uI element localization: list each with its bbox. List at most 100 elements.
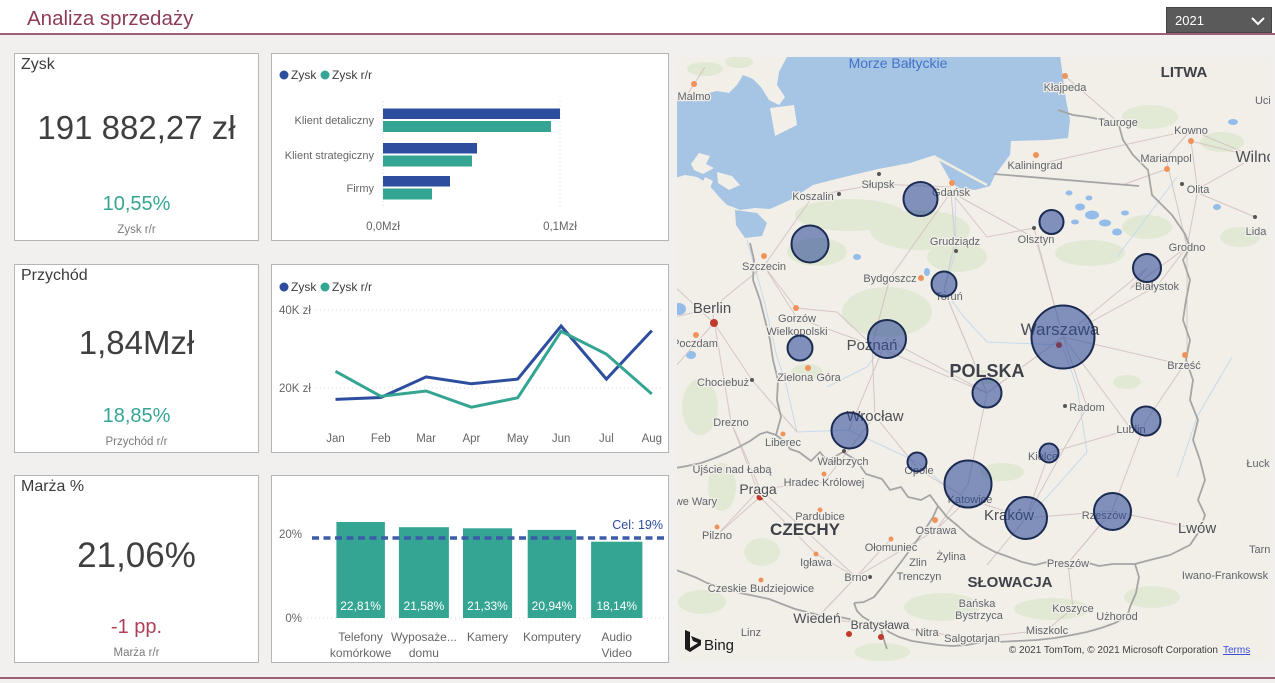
svg-text:Hradec Królowej: Hradec Królowej bbox=[784, 477, 865, 489]
svg-text:Ostrawa: Ostrawa bbox=[916, 525, 958, 537]
svg-text:22,81%: 22,81% bbox=[340, 599, 381, 613]
svg-text:komórkowe: komórkowe bbox=[330, 646, 392, 660]
svg-text:Radom: Radom bbox=[1069, 402, 1104, 414]
svg-text:0%: 0% bbox=[285, 613, 302, 625]
svg-text:Bing: Bing bbox=[704, 637, 734, 654]
svg-text:Olsztyn: Olsztyn bbox=[1018, 234, 1055, 246]
svg-text:Video: Video bbox=[601, 646, 632, 660]
svg-text:Pilzno: Pilzno bbox=[702, 530, 732, 542]
svg-text:Audio: Audio bbox=[601, 630, 632, 644]
svg-text:Wielkopolski: Wielkopolski bbox=[766, 326, 827, 338]
svg-text:Zielona Góra: Zielona Góra bbox=[777, 372, 841, 384]
svg-text:Terms: Terms bbox=[1223, 645, 1250, 656]
svg-text:Słupsk: Słupsk bbox=[861, 179, 895, 191]
svg-text:Tauroge: Tauroge bbox=[1098, 117, 1138, 129]
svg-text:Linz: Linz bbox=[741, 627, 761, 639]
svg-text:Klient strategiczny: Klient strategiczny bbox=[285, 150, 375, 162]
svg-text:Nitra: Nitra bbox=[915, 627, 939, 639]
svg-text:Kamery: Kamery bbox=[467, 630, 508, 644]
svg-text:18,14%: 18,14% bbox=[596, 599, 637, 613]
svg-text:Poczdam: Poczdam bbox=[677, 338, 718, 350]
svg-text:Zysk r/r: Zysk r/r bbox=[332, 68, 372, 82]
svg-text:Koszalin: Koszalin bbox=[792, 191, 834, 203]
svg-text:Morze Bałtyckie: Morze Bałtyckie bbox=[849, 57, 948, 71]
svg-text:Wyposaże...: Wyposaże... bbox=[391, 630, 457, 644]
svg-text:Wiedeń: Wiedeń bbox=[793, 610, 840, 626]
svg-text:Wałbrzych: Wałbrzych bbox=[818, 456, 869, 468]
svg-text:Zlin: Zlin bbox=[909, 557, 927, 569]
svg-text:Użhorod: Użhorod bbox=[1096, 611, 1138, 623]
svg-text:Mariampol: Mariampol bbox=[1140, 153, 1191, 165]
svg-text:Liberec: Liberec bbox=[765, 437, 802, 449]
svg-text:Mar: Mar bbox=[416, 433, 436, 445]
svg-text:20K zł: 20K zł bbox=[279, 383, 311, 395]
svg-text:Jun: Jun bbox=[552, 433, 571, 445]
svg-text:Zysk r/r: Zysk r/r bbox=[332, 280, 372, 294]
svg-text:Apr: Apr bbox=[462, 433, 480, 445]
svg-text:Zysk: Zysk bbox=[291, 68, 317, 82]
svg-text:Czeskie Budziejowice: Czeskie Budziejowice bbox=[708, 583, 814, 595]
svg-text:Berlin: Berlin bbox=[693, 300, 731, 317]
svg-text:we Wary: we Wary bbox=[677, 496, 718, 508]
svg-text:0,0Mzł: 0,0Mzł bbox=[366, 221, 400, 233]
svg-text:20%: 20% bbox=[279, 529, 302, 541]
svg-text:Olita: Olita bbox=[1187, 184, 1211, 196]
svg-text:SŁOWACJA: SŁOWACJA bbox=[967, 574, 1052, 591]
svg-text:Brześć: Brześć bbox=[1167, 360, 1201, 372]
svg-text:Aug: Aug bbox=[642, 433, 662, 445]
svg-text:Pardubice: Pardubice bbox=[795, 511, 845, 523]
svg-text:Komputery: Komputery bbox=[523, 630, 581, 644]
svg-text:Miszkolc: Miszkolc bbox=[1026, 625, 1069, 637]
svg-text:Praga: Praga bbox=[739, 481, 777, 497]
svg-text:Kowno: Kowno bbox=[1174, 125, 1208, 137]
svg-text:Jul: Jul bbox=[599, 433, 614, 445]
svg-text:Zysk: Zysk bbox=[291, 280, 317, 294]
svg-text:Kłajpeda: Kłajpeda bbox=[1044, 82, 1088, 94]
svg-text:Malmo: Malmo bbox=[677, 91, 710, 103]
svg-text:Grudziądz: Grudziądz bbox=[930, 236, 980, 248]
svg-text:CZECHY: CZECHY bbox=[770, 520, 841, 539]
svg-text:Ołomuniec: Ołomuniec bbox=[865, 542, 918, 554]
svg-text:Koszyce: Koszyce bbox=[1052, 603, 1094, 615]
svg-text:Bydgoszcz: Bydgoszcz bbox=[863, 273, 916, 285]
svg-text:Szczecin: Szczecin bbox=[742, 261, 786, 273]
svg-text:Igława: Igława bbox=[800, 557, 833, 569]
svg-text:Gorzów: Gorzów bbox=[778, 313, 816, 325]
svg-text:Salgotarjan: Salgotarjan bbox=[944, 633, 1000, 645]
svg-text:May: May bbox=[507, 433, 529, 445]
svg-text:domu: domu bbox=[409, 646, 439, 660]
svg-text:40K zł: 40K zł bbox=[279, 305, 311, 317]
svg-text:Drezno: Drezno bbox=[713, 417, 748, 429]
svg-text:Preszów: Preszów bbox=[1047, 558, 1089, 570]
svg-text:Ujście nad Łabą: Ujście nad Łabą bbox=[693, 464, 773, 476]
svg-text:© 2021 TomTom, © 2021 Microsof: © 2021 TomTom, © 2021 Microsoft Corporat… bbox=[1009, 645, 1218, 656]
svg-text:Klient detaliczny: Klient detaliczny bbox=[295, 115, 375, 127]
svg-text:Bańska: Bańska bbox=[959, 598, 997, 610]
svg-text:Grodno: Grodno bbox=[1169, 242, 1206, 254]
svg-text:Telefony: Telefony bbox=[338, 630, 383, 644]
svg-text:Bratysława: Bratysława bbox=[851, 618, 910, 632]
svg-text:21,33%: 21,33% bbox=[467, 599, 508, 613]
svg-text:Gdańsk: Gdańsk bbox=[932, 187, 970, 199]
svg-text:0,1Mzł: 0,1Mzł bbox=[543, 221, 577, 233]
svg-text:Chociebuż: Chociebuż bbox=[697, 377, 749, 389]
svg-text:Białystok: Białystok bbox=[1135, 281, 1180, 293]
svg-text:Brno: Brno bbox=[844, 572, 867, 584]
svg-text:Wilnc: Wilnc bbox=[1235, 149, 1270, 166]
svg-text:Feb: Feb bbox=[371, 433, 391, 445]
svg-text:Trenczyn: Trenczyn bbox=[897, 571, 942, 583]
svg-text:Ucia: Ucia bbox=[1255, 95, 1270, 107]
svg-text:LITWA: LITWA bbox=[1161, 64, 1208, 81]
svg-text:Iwano-Frankowsk: Iwano-Frankowsk bbox=[1182, 570, 1269, 582]
svg-text:Łuck: Łuck bbox=[1246, 458, 1270, 470]
svg-text:Lwów: Lwów bbox=[1178, 520, 1217, 537]
svg-text:20,94%: 20,94% bbox=[532, 599, 573, 613]
svg-text:POLSKA: POLSKA bbox=[949, 361, 1024, 381]
svg-text:Kaliningrad: Kaliningrad bbox=[1007, 160, 1062, 172]
svg-text:Firmy: Firmy bbox=[347, 183, 375, 195]
svg-text:Lida: Lida bbox=[1246, 226, 1268, 238]
svg-text:Bystrzyca: Bystrzyca bbox=[955, 610, 1004, 622]
svg-text:Jan: Jan bbox=[326, 433, 345, 445]
svg-text:Cel: 19%: Cel: 19% bbox=[612, 518, 663, 532]
svg-text:Żylina: Żylina bbox=[936, 550, 966, 563]
